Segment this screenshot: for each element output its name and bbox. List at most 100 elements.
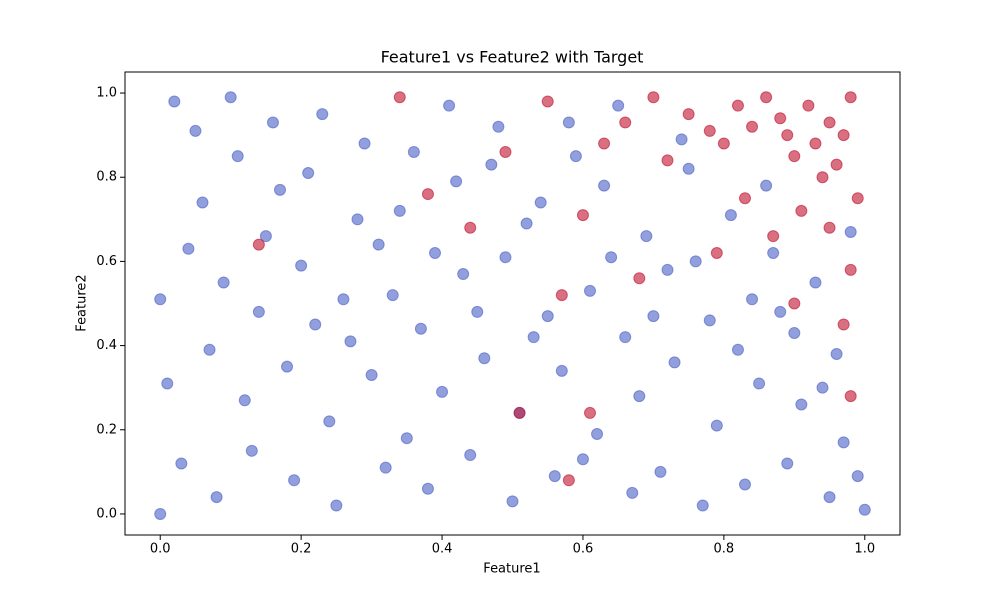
scatter-point bbox=[809, 276, 822, 289]
scatter-point bbox=[654, 465, 667, 478]
scatter-point bbox=[739, 478, 751, 491]
scatter-point bbox=[421, 188, 434, 201]
x-tick-label: 0.0 bbox=[150, 542, 171, 557]
scatter-point bbox=[457, 268, 470, 281]
scatter-point bbox=[746, 120, 759, 133]
scatter-point bbox=[739, 192, 751, 205]
x-tick-label: 0.6 bbox=[573, 542, 594, 557]
scatter-point bbox=[351, 213, 364, 226]
scatter-point bbox=[238, 394, 251, 407]
scatter-point bbox=[316, 108, 329, 121]
scatter-point bbox=[175, 457, 188, 470]
scatter-point bbox=[407, 145, 420, 158]
scatter-point bbox=[774, 305, 787, 318]
scatter-point bbox=[584, 406, 596, 419]
scatter-point bbox=[562, 116, 575, 129]
scatter-point bbox=[661, 263, 674, 276]
scatter-point bbox=[450, 175, 463, 188]
scatter-point bbox=[717, 137, 730, 150]
scatter-point bbox=[527, 331, 540, 344]
scatter-point bbox=[619, 331, 632, 344]
scatter-point bbox=[598, 179, 611, 192]
scatter-point bbox=[295, 259, 308, 272]
y-tick-label: 0.4 bbox=[96, 338, 117, 353]
scatter-point bbox=[245, 444, 258, 457]
scatter-point bbox=[823, 491, 836, 504]
scatter-point bbox=[633, 272, 646, 285]
scatter-point bbox=[464, 221, 477, 234]
scatter-point bbox=[753, 377, 766, 390]
scatter-point bbox=[682, 162, 695, 175]
scatter-point bbox=[788, 326, 801, 339]
scatter-point bbox=[576, 453, 589, 466]
scatter-point bbox=[196, 196, 209, 209]
scatter-point bbox=[823, 116, 836, 129]
scatter-point bbox=[802, 99, 815, 112]
scatter-point bbox=[851, 192, 864, 205]
scatter-point bbox=[837, 318, 850, 331]
plot-area bbox=[154, 91, 871, 520]
scatter-point bbox=[393, 204, 406, 217]
scatter-point bbox=[640, 230, 653, 243]
scatter-point bbox=[513, 406, 526, 419]
scatter-point bbox=[464, 449, 477, 462]
scatter-point bbox=[816, 171, 829, 184]
scatter-point bbox=[562, 474, 575, 487]
scatter-point bbox=[746, 293, 759, 306]
scatter-point bbox=[168, 95, 181, 108]
scatter-point bbox=[421, 482, 434, 495]
scatter-point bbox=[569, 150, 582, 163]
scatter-point bbox=[605, 251, 618, 264]
scatter-point bbox=[372, 238, 385, 251]
scatter-point bbox=[584, 284, 596, 297]
scatter-point bbox=[217, 276, 230, 289]
scatter-point bbox=[485, 158, 498, 171]
scatter-point bbox=[281, 360, 294, 373]
scatter-point bbox=[154, 507, 167, 520]
scatter-point bbox=[767, 230, 780, 243]
scatter-point bbox=[703, 124, 716, 137]
scatter-point bbox=[809, 137, 822, 150]
x-tick-label: 0.8 bbox=[714, 542, 735, 557]
x-tick-label: 0.4 bbox=[432, 542, 453, 557]
scatter-point bbox=[696, 499, 709, 512]
scatter-point bbox=[379, 461, 392, 474]
scatter-point bbox=[161, 377, 174, 390]
scatter-point bbox=[555, 289, 568, 302]
scatter-point bbox=[647, 310, 660, 323]
scatter-point bbox=[576, 209, 589, 222]
y-tick-label: 1.0 bbox=[96, 86, 117, 101]
scatter-point bbox=[682, 108, 695, 121]
scatter-point bbox=[668, 356, 681, 369]
scatter-point bbox=[548, 470, 561, 483]
scatter-point bbox=[154, 293, 167, 306]
scatter-point bbox=[661, 154, 674, 167]
scatter-point bbox=[851, 470, 864, 483]
scatter-point bbox=[365, 369, 378, 382]
scatter-point bbox=[358, 137, 371, 150]
scatter-point bbox=[781, 129, 794, 142]
scatter-point bbox=[344, 335, 357, 348]
scatter-point bbox=[731, 99, 744, 112]
scatter-point bbox=[400, 432, 413, 445]
scatter-point bbox=[478, 352, 491, 365]
scatter-point bbox=[330, 499, 343, 512]
scatter-point bbox=[619, 116, 632, 129]
x-tick-label: 0.2 bbox=[291, 542, 312, 557]
scatter-point bbox=[731, 343, 744, 356]
scatter-point bbox=[612, 99, 625, 112]
scatter-point bbox=[541, 310, 554, 323]
scatter-point bbox=[189, 124, 202, 137]
scatter-point bbox=[844, 225, 857, 238]
scatter-point bbox=[541, 95, 554, 108]
scatter-point bbox=[252, 305, 265, 318]
y-tick-label: 0.2 bbox=[96, 422, 117, 437]
scatter-point bbox=[288, 474, 301, 487]
scatter-point bbox=[182, 242, 195, 255]
scatter-point bbox=[471, 305, 484, 318]
scatter-point bbox=[414, 322, 427, 335]
scatter-point bbox=[647, 91, 660, 104]
scatter-point bbox=[710, 419, 723, 432]
scatter-point bbox=[429, 246, 441, 259]
